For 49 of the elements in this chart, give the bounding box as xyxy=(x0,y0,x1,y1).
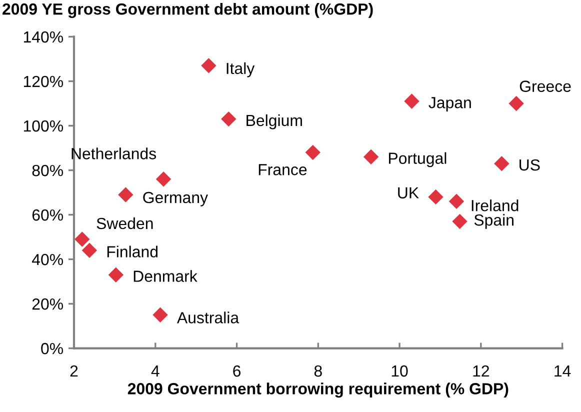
annotation: Spain xyxy=(474,214,514,229)
annotation: France xyxy=(258,164,307,176)
point xyxy=(152,307,168,323)
point xyxy=(221,111,236,127)
annotation: Ireland xyxy=(472,200,518,212)
point xyxy=(118,187,134,202)
annotation: Germany xyxy=(143,192,208,206)
annotation: Italy xyxy=(226,62,255,78)
x-tick-label: 8 xyxy=(314,365,322,377)
y-tick-label: 40% xyxy=(32,254,64,266)
annotation: Sweden xyxy=(96,217,153,230)
point xyxy=(74,232,90,247)
point xyxy=(452,214,468,230)
point xyxy=(82,242,98,258)
y-tick-label: 80% xyxy=(32,164,64,176)
x-tick-label: 14 xyxy=(554,366,571,377)
y-tick-label: 20% xyxy=(32,298,64,310)
y-tick-label: 60% xyxy=(32,209,64,221)
x-tick-label: 6 xyxy=(233,365,241,377)
point xyxy=(448,194,464,210)
annotation: Japan xyxy=(428,97,471,112)
point xyxy=(404,94,420,109)
x-tick-label: 2 xyxy=(70,365,78,377)
point xyxy=(108,267,124,282)
annotation: US xyxy=(520,159,540,171)
annotation: Netherlands xyxy=(72,148,156,160)
x-axis-title: 2009 Government borrowing requirement (% GDP) xyxy=(128,382,508,398)
point xyxy=(428,189,444,205)
point xyxy=(494,156,510,172)
x-tick-label: 12 xyxy=(473,365,489,377)
annotation: UK xyxy=(398,187,419,198)
point xyxy=(305,144,320,160)
x-tick-label: 4 xyxy=(151,366,160,377)
point xyxy=(156,172,172,187)
point xyxy=(508,96,524,112)
y-tick-label: 140% xyxy=(24,31,64,43)
annotation: Portugal xyxy=(389,152,446,168)
annotation: Denmark xyxy=(134,270,198,282)
y-tick-label: 0% xyxy=(41,342,64,354)
x-tick-label: 10 xyxy=(392,365,408,377)
annotation: Greece xyxy=(520,80,571,92)
annotation: Australia xyxy=(176,312,240,324)
annotation: Belgium xyxy=(246,114,302,130)
annotation: Finland xyxy=(107,246,158,258)
y-tick-label: 100% xyxy=(24,120,64,132)
chart-title: 2009 YE gross Government debt amount (%GDP) xyxy=(2,3,373,18)
point xyxy=(363,149,379,164)
point xyxy=(201,58,216,74)
y-tick-label: 120% xyxy=(24,76,64,88)
